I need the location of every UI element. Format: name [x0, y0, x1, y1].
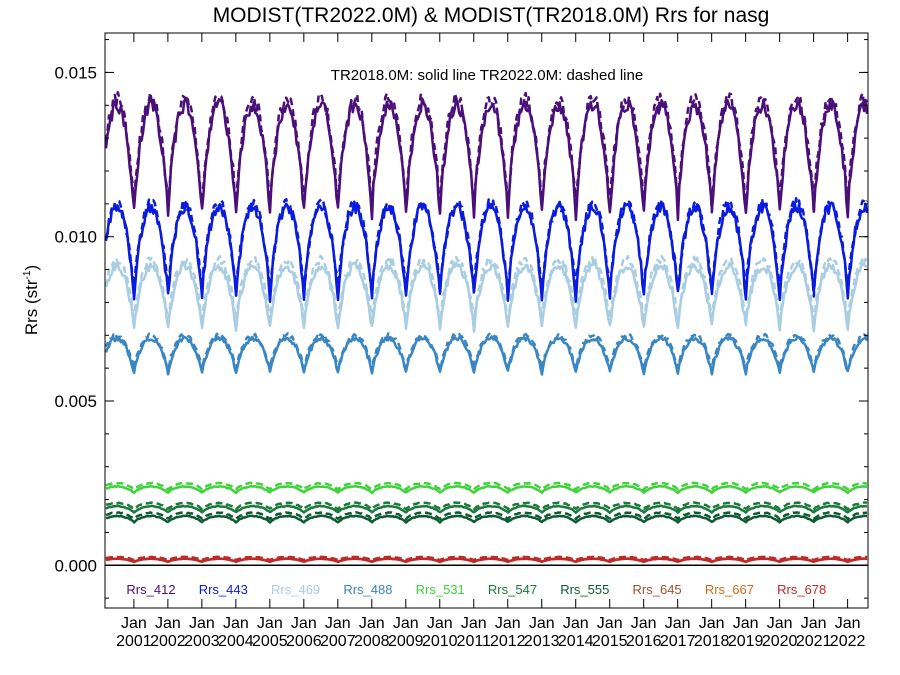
legend-item-rrs-443: Rrs_443 [199, 582, 248, 597]
series-line-rrs-531-solid [105, 484, 868, 495]
series-line-rrs-678-dashed [105, 555, 868, 562]
x-tick-month-label: Jan [495, 615, 521, 632]
x-tick-month-label: Jan [665, 615, 691, 632]
x-tick-month-label: Jan [699, 615, 725, 632]
legend-item-rrs-645: Rrs_645 [633, 582, 682, 597]
x-tick-month-label: Jan [461, 615, 487, 632]
x-tick-month-label: Jan [529, 615, 555, 632]
x-tick-month-label: Jan [189, 615, 215, 632]
x-tick-year-label: 2002 [150, 633, 186, 650]
series-line-rrs-469-solid [104, 261, 868, 333]
x-tick-year-label: 2009 [388, 633, 424, 650]
x-tick-month-label: Jan [835, 615, 861, 632]
y-axis-label-exponent: -1 [22, 270, 33, 279]
series-line-rrs-488-solid [104, 335, 869, 376]
x-tick-year-label: 2022 [830, 633, 866, 650]
y-axis-label: Rrs (str-1) [22, 265, 41, 335]
x-tick-month-label: Jan [563, 615, 589, 632]
x-tick-month-label: Jan [291, 615, 317, 632]
legend-item-rrs-547: Rrs_547 [488, 582, 537, 597]
x-tick-year-label: 2018 [694, 633, 730, 650]
x-tick-month-label: Jan [223, 615, 249, 632]
x-tick-year-label: 2007 [320, 633, 356, 650]
series-line-rrs-555-dashed [105, 511, 868, 521]
x-tick-month-label: Jan [325, 615, 351, 632]
y-tick-label: 0.005 [54, 392, 97, 411]
x-tick-month-label: Jan [393, 615, 419, 632]
x-tick-year-label: 2017 [660, 633, 696, 650]
x-tick-year-label: 2013 [524, 633, 560, 650]
x-tick-year-label: 2003 [184, 633, 220, 650]
x-tick-month-label: Jan [121, 615, 147, 632]
axis-layer: 0.0000.0050.0100.015Jan2001Jan2002Jan200… [54, 33, 868, 650]
x-tick-month-label: Jan [733, 615, 759, 632]
series-line-rrs-412-dashed [104, 91, 869, 215]
x-tick-year-label: 2021 [796, 633, 832, 650]
legend-item-rrs-667: Rrs_667 [705, 582, 754, 597]
x-tick-year-label: 2001 [116, 633, 152, 650]
series-line-rrs-412-solid [104, 97, 869, 222]
plot-frame [104, 32, 869, 609]
series-line-rrs-488-dashed [104, 332, 868, 373]
x-tick-month-label: Jan [631, 615, 657, 632]
x-tick-year-label: 2004 [218, 633, 254, 650]
x-tick-month-label: Jan [427, 615, 453, 632]
x-tick-year-label: 2014 [558, 633, 594, 650]
x-tick-year-label: 2011 [457, 633, 492, 650]
y-tick-label: 0.010 [54, 228, 97, 247]
y-tick-label: 0.000 [54, 556, 97, 575]
series-line-rrs-555-solid [105, 514, 867, 524]
series-layer [104, 91, 869, 564]
x-tick-month-label: Jan [359, 615, 385, 632]
legend-item-rrs-678: Rrs_678 [777, 582, 826, 597]
legend-item-rrs-555: Rrs_555 [560, 582, 609, 597]
series-line-rrs-678-solid [105, 557, 868, 564]
legend-item-rrs-531: Rrs_531 [416, 582, 465, 597]
x-tick-year-label: 2005 [252, 633, 288, 650]
y-tick-label: 0.015 [54, 63, 97, 82]
series-line-rrs-531-dashed [105, 481, 868, 491]
x-tick-month-label: Jan [257, 615, 283, 632]
x-tick-month-label: Jan [767, 615, 793, 632]
x-tick-month-label: Jan [801, 615, 827, 632]
chart-title: MODIST(TR2022.0M) & MODIST(TR2018.0M) Rr… [213, 4, 770, 27]
x-tick-month-label: Jan [155, 615, 181, 632]
series-line-rrs-469-dashed [104, 254, 869, 327]
x-tick-year-label: 2015 [592, 633, 628, 650]
series-line-rrs-547-solid [105, 504, 868, 514]
x-tick-month-label: Jan [597, 615, 623, 632]
chart-subtitle: TR2018.0M: solid line TR2022.0M: dashed … [331, 67, 643, 84]
legend-item-rrs-412: Rrs_412 [126, 582, 175, 597]
x-tick-year-label: 2012 [490, 633, 526, 650]
legend-item-rrs-488: Rrs_488 [343, 582, 392, 597]
svg-text:Rrs (str-1): Rrs (str-1) [22, 265, 41, 335]
x-tick-year-label: 2006 [286, 633, 322, 650]
series-line-rrs-443-dashed [105, 197, 869, 298]
legend: Rrs_412 Rrs_443 Rrs_469 Rrs_488 Rrs_531 Rrs_5… [126, 582, 826, 597]
x-tick-year-label: 2010 [422, 633, 458, 650]
x-tick-year-label: 2008 [354, 633, 390, 650]
x-tick-year-label: 2019 [728, 633, 764, 650]
legend-item-rrs-469: Rrs_469 [271, 582, 320, 597]
series-line-rrs-547-dashed [105, 501, 868, 511]
x-tick-year-label: 2020 [762, 633, 798, 650]
x-tick-year-label: 2016 [626, 633, 662, 650]
